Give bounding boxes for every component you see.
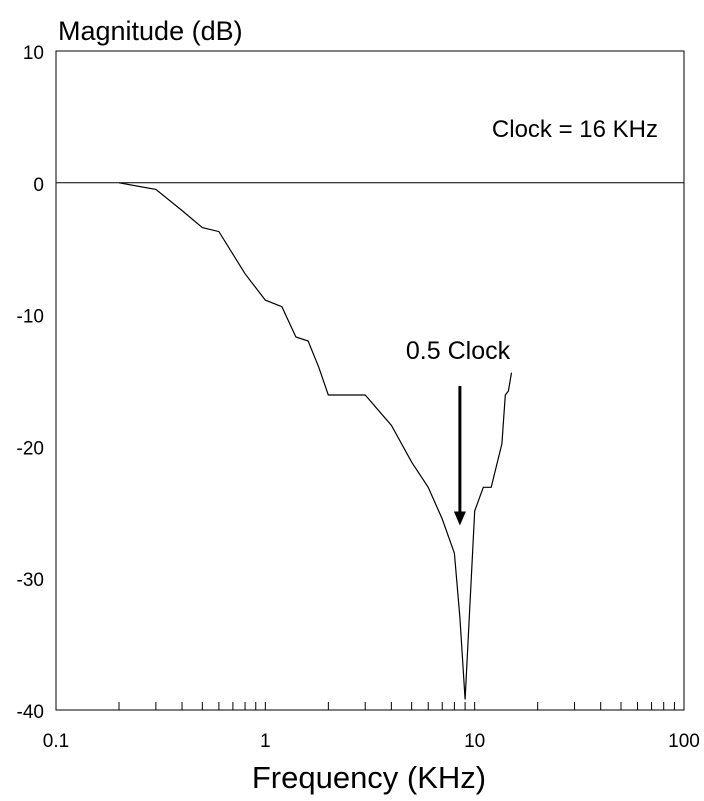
y-tick-label: 0 <box>33 175 44 196</box>
y-tick-label: -10 <box>17 307 44 328</box>
half-clock-annotation: 0.5 Clock <box>406 337 511 365</box>
clock-annotation: Clock = 16 KHz <box>492 116 658 143</box>
x-tick-label: 0.1 <box>43 731 69 752</box>
arrow-head <box>453 511 466 526</box>
series-group <box>118 182 513 700</box>
x-tick-label: 10 <box>464 731 485 752</box>
half-clock-arrow <box>453 386 466 526</box>
x-tick-labels: 0.1 1 10 100 <box>43 731 700 752</box>
response-curve <box>118 182 513 700</box>
plot-frame <box>55 50 685 711</box>
x-minor-ticks <box>55 702 675 710</box>
x-axis-label: Frequency (KHz) <box>252 760 486 795</box>
y-tick-labels: 10 0 -10 -20 -30 -40 <box>17 43 44 723</box>
x-tick-label: 100 <box>668 731 700 752</box>
y-tick-label: -40 <box>17 702 44 723</box>
y-axis-label: Magnitude (dB) <box>58 16 243 46</box>
y-tick-label: -30 <box>17 570 44 591</box>
y-tick-label: -20 <box>17 438 44 459</box>
x-tick-label: 1 <box>260 731 271 752</box>
y-tick-label: 10 <box>23 43 44 64</box>
